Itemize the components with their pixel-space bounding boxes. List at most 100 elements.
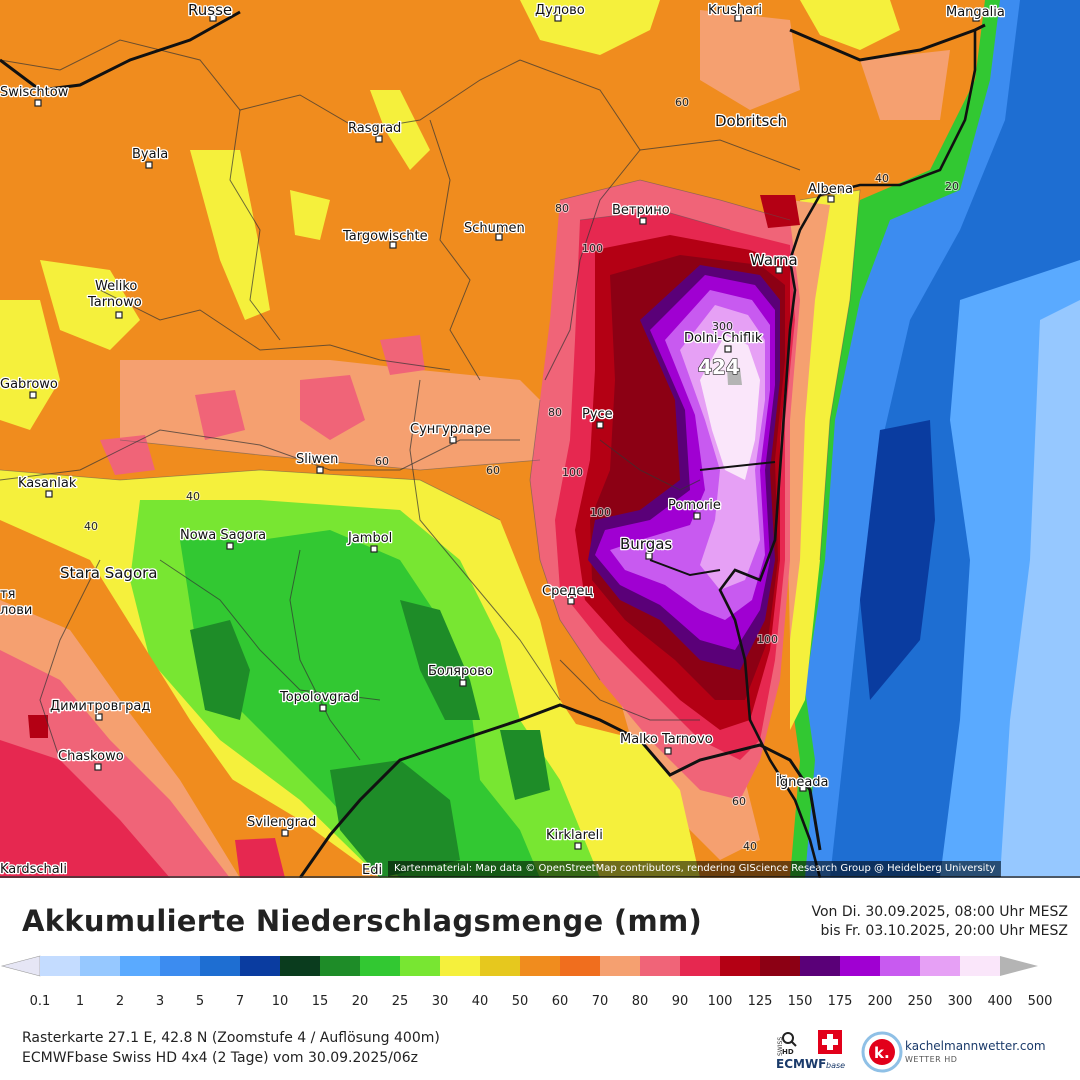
city-label: Kardschali xyxy=(0,862,67,877)
city-label: Byala xyxy=(132,147,168,162)
city-label: Stara Sagora xyxy=(60,564,158,582)
isoline-label: 100 xyxy=(757,633,778,646)
patch-dark-green-sw2 xyxy=(400,600,480,720)
kachelmann-subtitle: WETTER HD xyxy=(905,1055,958,1064)
city-label: Средец xyxy=(542,584,593,599)
legend-swatch xyxy=(240,956,280,976)
legend-tick-label: 90 xyxy=(672,994,689,1009)
legend-tick-label: 50 xyxy=(512,994,529,1009)
legend-tick-label: 7 xyxy=(236,994,244,1009)
isoline-labels: 60 40 20 80 100 80 100 60 40 40 60 100 6… xyxy=(83,95,960,854)
legend-swatch xyxy=(760,956,800,976)
city-label: Malko Tarnovo xyxy=(620,732,713,747)
city-label: İğneada xyxy=(776,774,829,790)
legend-swatch xyxy=(600,956,640,976)
legend-tick-label: 30 xyxy=(432,994,449,1009)
city-label: Dolni-Chiflik xyxy=(684,331,763,346)
info-line-1: Rasterkarte 27.1 E, 42.8 N (Zoomstufe 4 … xyxy=(22,1030,440,1046)
legend-period: Von Di. 30.09.2025, 08:00 Uhr MESZ bis F… xyxy=(811,903,1068,941)
city-label: Rasgrad xyxy=(348,121,401,136)
city-label: Болярово xyxy=(428,664,493,679)
city-label: Topolovgrad xyxy=(279,690,359,705)
city-label: Mangalia xyxy=(946,5,1005,20)
city-label: Kirklareli xyxy=(546,828,603,843)
city-label: Sliwen xyxy=(296,452,338,467)
city-labels: Russe Дулово Krushari Mangalia Swischtow… xyxy=(0,0,1006,878)
legend-tick-label: 10 xyxy=(272,994,289,1009)
svg-text:SWISS: SWISS xyxy=(777,1037,784,1056)
patch-yellow-w2 xyxy=(370,90,430,170)
kachelmann-name: kachelmannwetter.com xyxy=(905,1039,1046,1053)
map-info: Rasterkarte 27.1 E, 42.8 N (Zoomstufe 4 … xyxy=(22,1028,440,1068)
legend-tick-label: 500 xyxy=(1028,994,1053,1009)
legend-tick-label: 300 xyxy=(948,994,973,1009)
patch-dark-green-sw3 xyxy=(330,760,460,878)
isoline-label: 300 xyxy=(712,320,733,333)
patch-yellow-ne2 xyxy=(800,0,900,50)
isoline-label: 80 xyxy=(555,202,569,215)
city-label: Russe xyxy=(188,1,232,19)
color-scale-legend: 0.1 1 2 3 5 7 10 15 20 25 30 40 50 60 70 80 90 100 125 150 1… xyxy=(0,955,1053,1009)
legend-tick-label: 20 xyxy=(352,994,369,1009)
legend-tick-label: 175 xyxy=(828,994,853,1009)
precipitation-map[interactable]: 60 40 20 80 100 80 100 60 40 40 60 100 6… xyxy=(0,0,1080,878)
max-value-label: 424 xyxy=(698,355,740,379)
patch-pink-2 xyxy=(195,390,245,440)
svg-text:base: base xyxy=(826,1061,845,1070)
city-label: Targowischte xyxy=(342,229,428,244)
legend-swatch xyxy=(520,956,560,976)
city-label: Krushari xyxy=(708,3,762,18)
city-label: Dobritsch xyxy=(715,112,787,130)
admin-borders xyxy=(0,39,801,761)
patch-red-spot-w xyxy=(28,715,48,738)
city-label: Jambol xyxy=(347,531,392,546)
patch-red-spot-sw xyxy=(235,838,285,878)
patch-yellow-se xyxy=(560,720,700,878)
legend-tick-label: 400 xyxy=(988,994,1013,1009)
period-from: Von Di. 30.09.2025, 08:00 Uhr MESZ xyxy=(811,904,1068,920)
legend-swatch xyxy=(800,956,840,976)
patch-yellow-w3 xyxy=(0,300,60,430)
city-label: Swischtow xyxy=(0,85,69,100)
city-label: Weliko xyxy=(95,279,137,294)
patch-pink-3 xyxy=(100,435,155,475)
legend-tick-label: 0.1 xyxy=(30,994,51,1009)
core-400-white xyxy=(700,335,760,480)
coastline xyxy=(718,30,977,878)
isoline-label: 40 xyxy=(84,520,98,533)
kachelmann-logo: k. xyxy=(861,1031,903,1073)
patch-dark-green-sw4 xyxy=(500,730,550,800)
legend-tick-label: 250 xyxy=(908,994,933,1009)
map-attribution: Kartenmaterial: Map data © OpenStreetMap… xyxy=(388,861,1002,877)
isoline-label: 40 xyxy=(743,840,757,853)
legend-swatch xyxy=(40,956,80,976)
legend-swatch xyxy=(680,956,720,976)
legend-tick-label: 125 xyxy=(748,994,773,1009)
isoline-label: 40 xyxy=(186,490,200,503)
city-label: Tarnowo xyxy=(87,295,142,310)
sea-band-pale xyxy=(1000,300,1080,878)
logo-area: SWISS HD ECMWF base k. xyxy=(776,1030,903,1073)
ecmwf-swiss-hd-logo: SWISS HD ECMWF base xyxy=(776,1030,845,1071)
patch-yellow-w5 xyxy=(290,190,330,240)
legend-swatch xyxy=(320,956,360,976)
legend-tick-label: 100 xyxy=(708,994,733,1009)
legend-swatch xyxy=(200,956,240,976)
isolines-group xyxy=(0,179,861,681)
isoline-label: 100 xyxy=(590,506,611,519)
svg-text:ECMWF: ECMWF xyxy=(776,1057,826,1071)
sea-band-navy xyxy=(860,420,935,700)
patch-yellow-w4 xyxy=(40,260,140,350)
city-label: Nowa Sagora xyxy=(180,528,266,543)
legend-swatch xyxy=(440,956,480,976)
legend-swatch xyxy=(280,956,320,976)
city-label: Ветрино xyxy=(612,203,670,218)
legend-tick-label: 25 xyxy=(392,994,409,1009)
legend-tick-label: 3 xyxy=(156,994,164,1009)
legend-swatch xyxy=(80,956,120,976)
legend-tick-label: 40 xyxy=(472,994,489,1009)
legend-tick-label: 15 xyxy=(312,994,329,1009)
legend-swatch xyxy=(560,956,600,976)
city-label: Edi xyxy=(362,863,382,878)
legend-tick-label: 2 xyxy=(116,994,124,1009)
